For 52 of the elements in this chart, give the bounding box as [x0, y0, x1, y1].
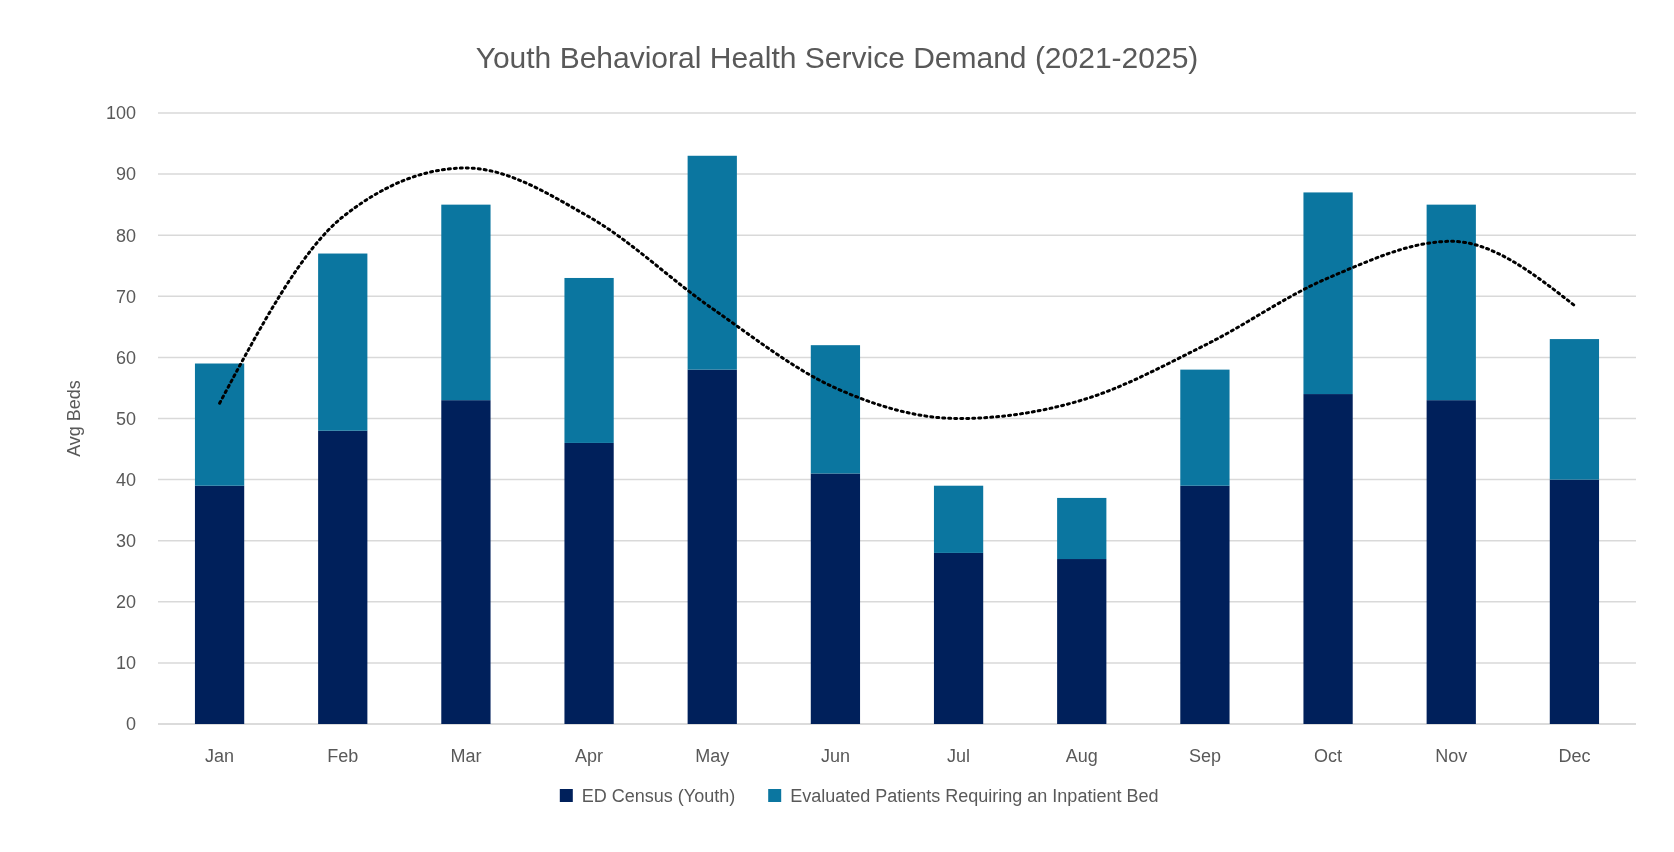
bar — [933, 552, 984, 724]
bar — [441, 400, 491, 724]
x-tick-label: Feb — [327, 746, 359, 766]
y-tick-label: 100 — [105, 103, 136, 124]
bar — [1180, 369, 1230, 486]
line-series — [218, 166, 1576, 420]
x-tick-label: Mar — [450, 746, 482, 766]
bar — [1549, 479, 1600, 724]
x-tick-label: May — [695, 746, 730, 766]
bar — [1057, 559, 1107, 724]
bar — [1426, 400, 1476, 724]
bar — [687, 369, 737, 724]
y-tick-label: 40 — [115, 469, 136, 490]
bar — [318, 430, 368, 724]
legend-label: Evaluated Patients Requiring an Inpatient Bed — [790, 786, 1159, 807]
bar — [1303, 192, 1353, 395]
bar — [810, 345, 861, 474]
x-tick-label: Jul — [947, 746, 971, 766]
y-tick-label: 80 — [115, 225, 136, 246]
bar — [441, 204, 491, 401]
bar — [318, 253, 368, 431]
x-tick-label: Sep — [1188, 746, 1221, 766]
bar — [564, 442, 614, 724]
y-tick-label: 20 — [115, 592, 136, 613]
x-tick-label: Dec — [1558, 746, 1591, 766]
bar — [1180, 485, 1230, 724]
x-tick-label: Apr — [575, 746, 604, 766]
legend-label: ED Census (Youth) — [581, 786, 736, 807]
y-tick-label: 90 — [115, 164, 136, 185]
bar — [564, 277, 614, 443]
bar — [1303, 394, 1353, 724]
x-tick-label: Jan — [205, 746, 235, 766]
y-tick-label: 10 — [115, 653, 136, 674]
x-tick-label: Aug — [1065, 746, 1098, 766]
x-tick-label: Jun — [820, 746, 850, 766]
y-tick-label: 70 — [115, 286, 136, 307]
bar — [687, 155, 737, 370]
bar — [1549, 339, 1600, 480]
bar — [194, 363, 245, 486]
bar — [194, 485, 245, 724]
bar — [1057, 497, 1107, 560]
y-tick-label: 30 — [115, 531, 136, 551]
bar — [810, 473, 861, 724]
y-tick-label: 60 — [115, 347, 136, 368]
chart-title: Youth Behavioral Health Service Demand (2021-2025) — [475, 41, 1199, 74]
y-tick-label: 50 — [115, 408, 136, 429]
x-tick-label: Oct — [1314, 746, 1343, 766]
x-tick-label: Nov — [1435, 746, 1468, 766]
bar — [933, 485, 984, 553]
bar — [1426, 204, 1476, 401]
y-tick-label: 0 — [125, 714, 136, 735]
y-axis-title: Avg Beds — [64, 380, 84, 457]
